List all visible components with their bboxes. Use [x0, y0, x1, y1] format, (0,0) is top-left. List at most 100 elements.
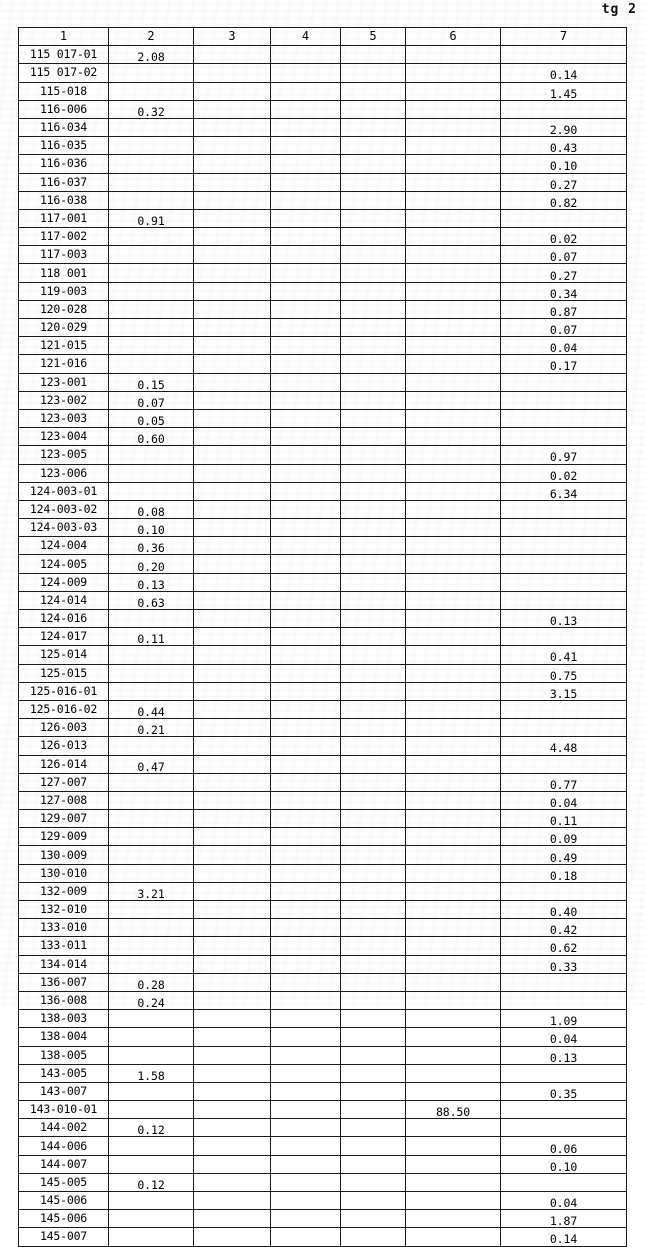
cell-column-5: [340, 608, 406, 629]
cell-column-5: [340, 1227, 406, 1247]
table-row: 116-037 0.27: [18, 172, 627, 192]
cell-column-4: [270, 336, 341, 356]
cell-column-3: [193, 154, 271, 174]
cell-column-7: [500, 572, 627, 592]
cell-column-5: [340, 1209, 406, 1229]
cell-value-text: 0.04: [549, 341, 578, 355]
row-identifier-text: 124-009: [39, 574, 88, 589]
cell-column-4: [270, 208, 341, 229]
table-row: 136-007 0.28: [18, 972, 627, 992]
cell-column-7: 0.02: [500, 227, 627, 247]
cell-column-6: [405, 863, 501, 883]
cell-column-5: [340, 136, 406, 156]
cell-column-2: 0.36: [108, 536, 194, 556]
cell-column-5: [340, 645, 406, 665]
row-identifier: 126-013: [18, 736, 109, 756]
cell-column-6: [405, 881, 501, 902]
cell-column-4: [270, 827, 341, 847]
cell-column-2: [108, 863, 194, 883]
cell-column-5: [340, 936, 406, 956]
cell-value-text: 0.60: [137, 432, 165, 446]
cell-column-5: [340, 499, 406, 520]
row-identifier-text: 116-035: [39, 138, 88, 153]
cell-column-3: [193, 263, 271, 283]
cell-column-5: [340, 627, 406, 647]
cell-value-text: 0.62: [549, 941, 578, 956]
cell-column-2: 0.91: [108, 208, 194, 229]
cell-column-2: [108, 481, 194, 501]
table-row: 145-007 0.14: [18, 1227, 627, 1247]
cell-column-7: 0.09: [500, 827, 627, 847]
cell-value-text: 0.02: [549, 468, 578, 483]
row-identifier-text: 136-007: [39, 974, 88, 989]
cell-column-3: [193, 863, 271, 883]
table-row: 132-009 3.21: [18, 881, 627, 902]
cell-value-text: 0.12: [137, 1177, 165, 1192]
cell-column-2: [108, 1081, 194, 1102]
cell-column-4: [270, 881, 341, 902]
cell-value-text: 0.14: [549, 1232, 578, 1247]
cell-column-5: [340, 972, 406, 992]
cell-column-4: [270, 281, 341, 301]
cell-value-text: 0.07: [549, 250, 578, 264]
row-identifier-text: 145-007: [39, 1229, 88, 1244]
cell-value-text: 0.15: [137, 377, 165, 392]
cell-column-7: [500, 1100, 627, 1120]
cell-column-6: [405, 208, 501, 229]
row-identifier: 116-006: [18, 99, 109, 119]
cell-column-7: 0.97: [500, 445, 627, 465]
cell-column-4: [270, 136, 341, 156]
cell-column-3: [193, 481, 271, 501]
cell-column-6: [405, 281, 501, 301]
cell-column-4: [270, 45, 341, 65]
row-identifier: 124-017: [18, 627, 109, 647]
cell-column-5: [340, 1118, 406, 1138]
cell-column-7: [500, 972, 627, 992]
cell-column-3: [193, 172, 271, 192]
cell-column-3: [193, 445, 271, 465]
cell-column-5: [340, 45, 406, 65]
table-row: 123-006 0.02: [18, 463, 627, 483]
page-header-label: tg 2: [601, 2, 637, 17]
row-identifier: 120-028: [18, 299, 109, 320]
row-identifier: 136-007: [18, 972, 109, 992]
row-identifier: 123-004: [18, 427, 109, 447]
cell-column-4: [270, 936, 341, 956]
table-row: 127-008 0.04: [18, 790, 627, 811]
cell-column-4: [270, 590, 341, 611]
table-row: 132-010 0.40: [18, 899, 627, 920]
cell-value-text: 0.87: [549, 304, 578, 319]
cell-column-3: [193, 45, 271, 65]
cell-column-6: [405, 736, 501, 756]
table-row: 117-001 0.91: [18, 208, 627, 229]
row-identifier-text: 132-009: [39, 883, 88, 898]
row-identifier: 134-014: [18, 954, 109, 974]
row-identifier-text: 115-018: [39, 83, 88, 98]
cell-column-7: 0.27: [500, 172, 627, 192]
row-identifier: 130-010: [18, 863, 109, 883]
cell-column-4: [270, 1009, 341, 1029]
cell-column-2: 0.63: [108, 590, 194, 611]
row-identifier: 125-016-02: [18, 699, 109, 720]
cell-column-2: 0.47: [108, 754, 194, 774]
cell-value-text: 1.45: [549, 86, 578, 101]
row-identifier: 125-015: [18, 663, 109, 683]
row-identifier: 124-003-03: [18, 518, 109, 538]
row-identifier-text: 124-004: [39, 538, 88, 553]
cell-column-2: [108, 136, 194, 156]
table-row: 129-009 0.09: [18, 827, 627, 847]
row-identifier: 123-001: [18, 372, 109, 392]
cell-column-3: [193, 718, 271, 738]
cell-value-text: 0.77: [549, 777, 578, 792]
row-identifier-text: 127-007: [39, 774, 88, 789]
cell-column-4: [270, 463, 341, 483]
cell-column-6: [405, 172, 501, 192]
row-identifier-text: 115 017-02: [29, 65, 98, 80]
table-row: 117-003 0.07: [18, 245, 627, 265]
cell-column-6: [405, 227, 501, 247]
cell-column-7: 4.48: [500, 736, 627, 756]
cell-column-3: [193, 1081, 271, 1102]
cell-column-5: [340, 245, 406, 265]
cell-column-2: [108, 918, 194, 938]
cell-column-5: [340, 518, 406, 538]
